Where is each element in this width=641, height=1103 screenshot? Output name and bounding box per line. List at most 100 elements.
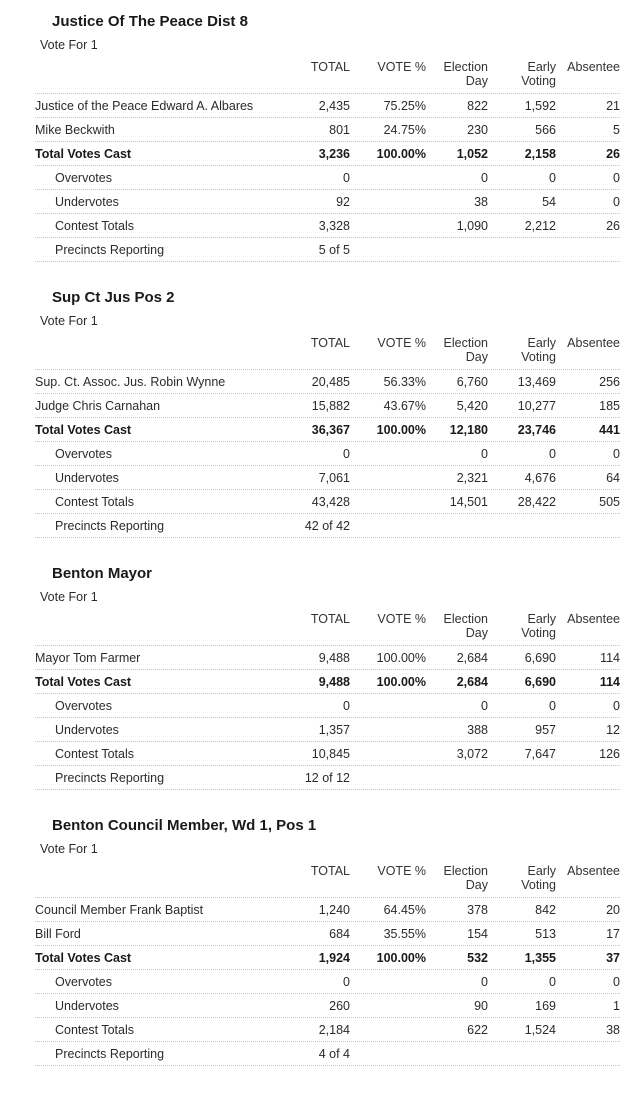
cell-early-voting: 957 <box>535 723 556 737</box>
cell-total: 36,367 <box>311 423 350 437</box>
vote-for-label: Vote For 1 <box>40 590 98 604</box>
cell-election-day: 0 <box>481 447 488 461</box>
cell-election-day: 532 <box>467 951 488 965</box>
table-rows: Justice of the Peace Edward A. Albares 2… <box>35 94 620 262</box>
contest-title: Benton Council Member, Wd 1, Pos 1 <box>52 817 317 834</box>
cell-absentee: 0 <box>613 975 620 989</box>
row-label: Mayor Tom Farmer <box>35 651 141 665</box>
column-header-election-day: Election Day <box>443 336 488 364</box>
table-row: Overvotes 0 0 0 0 <box>35 166 620 190</box>
cell-total: 0 <box>343 171 350 185</box>
column-header-early-voting: Early Voting <box>521 864 556 892</box>
cell-total: 3,328 <box>318 219 350 233</box>
cell-absentee: 26 <box>606 219 620 233</box>
cell-total: 1,240 <box>318 903 350 917</box>
cell-election-day: 1,090 <box>456 219 488 233</box>
cell-early-voting: 23,746 <box>517 423 556 437</box>
row-label: Precincts Reporting <box>55 1047 165 1061</box>
cell-vote-pct: 100.00% <box>376 951 426 965</box>
row-label: Overvotes <box>55 171 112 185</box>
table-rows: Sup. Ct. Assoc. Jus. Robin Wynne 20,485 … <box>35 370 620 538</box>
cell-total: 20,485 <box>311 375 350 389</box>
cell-election-day: 0 <box>481 699 488 713</box>
cell-early-voting: 54 <box>542 195 556 209</box>
cell-total: 9,488 <box>318 651 350 665</box>
cell-absentee: 12 <box>606 723 620 737</box>
cell-vote-pct: 35.55% <box>383 927 426 941</box>
contest-title: Sup Ct Jus Pos 2 <box>52 289 175 306</box>
cell-early-voting: 2,158 <box>524 147 556 161</box>
cell-total: 10,845 <box>311 747 350 761</box>
cell-election-day: 622 <box>467 1023 488 1037</box>
table-row: Total Votes Cast 36,367 100.00% 12,180 2… <box>35 418 620 442</box>
column-header-absentee: Absentee <box>567 864 620 878</box>
cell-total: 801 <box>329 123 350 137</box>
column-header-early-voting: Early Voting <box>521 336 556 364</box>
contest-list: Justice Of The Peace Dist 8 Vote For 1 T… <box>35 13 620 1066</box>
table-header-row: TOTAL VOTE % Election Day Early Voting Absen… <box>35 857 620 898</box>
cell-absentee: 5 <box>613 123 620 137</box>
table-row: Contest Totals 2,184 622 1,524 38 <box>35 1018 620 1042</box>
vote-for-label: Vote For 1 <box>40 842 98 856</box>
column-header-absentee: Absentee <box>567 612 620 626</box>
cell-election-day: 1,052 <box>456 147 488 161</box>
cell-election-day: 38 <box>474 195 488 209</box>
cell-election-day: 378 <box>467 903 488 917</box>
table-row: Sup. Ct. Assoc. Jus. Robin Wynne 20,485 … <box>35 370 620 394</box>
cell-total: 0 <box>343 699 350 713</box>
row-label: Undervotes <box>55 999 119 1013</box>
cell-vote-pct: 43.67% <box>383 399 426 413</box>
column-header-vote-pct: VOTE % <box>377 864 426 878</box>
cell-total: 1,357 <box>318 723 350 737</box>
cell-election-day: 12,180 <box>449 423 488 437</box>
cell-election-day: 6,760 <box>456 375 488 389</box>
cell-early-voting: 2,212 <box>524 219 556 233</box>
cell-early-voting: 0 <box>549 171 556 185</box>
cell-total: 2,184 <box>318 1023 350 1037</box>
cell-total: 0 <box>343 975 350 989</box>
cell-total: 0 <box>343 447 350 461</box>
cell-absentee: 126 <box>599 747 620 761</box>
cell-total: 15,882 <box>311 399 350 413</box>
table-row: Undervotes 260 90 169 1 <box>35 994 620 1018</box>
cell-early-voting: 0 <box>549 699 556 713</box>
column-header-election-day: Election Day <box>443 60 488 88</box>
cell-vote-pct: 64.45% <box>383 903 426 917</box>
cell-vote-pct: 100.00% <box>376 675 426 689</box>
cell-early-voting: 0 <box>549 975 556 989</box>
table-row: Undervotes 1,357 388 957 12 <box>35 718 620 742</box>
table-row: Justice of the Peace Edward A. Albares 2… <box>35 94 620 118</box>
cell-absentee: 441 <box>599 423 620 437</box>
cell-election-day: 2,321 <box>456 471 488 485</box>
cell-absentee: 505 <box>599 495 620 509</box>
column-header-absentee: Absentee <box>567 336 620 350</box>
row-label: Council Member Frank Baptist <box>35 903 204 917</box>
cell-election-day: 14,501 <box>449 495 488 509</box>
row-label: Contest Totals <box>55 495 134 509</box>
table-row: Undervotes 92 38 54 0 <box>35 190 620 214</box>
contest-section: Benton Council Member, Wd 1, Pos 1 Vote … <box>35 817 620 1066</box>
table-header-row: TOTAL VOTE % Election Day Early Voting Absen… <box>35 605 620 646</box>
row-label: Bill Ford <box>35 927 81 941</box>
cell-total: 2,435 <box>318 99 350 113</box>
row-label: Total Votes Cast <box>35 675 132 689</box>
cell-total: 42 of 42 <box>304 519 350 533</box>
column-header-early-voting: Early Voting <box>521 612 556 640</box>
contest-title: Benton Mayor <box>52 565 153 582</box>
column-header-total: TOTAL <box>310 336 350 350</box>
vote-for-label: Vote For 1 <box>40 314 98 328</box>
cell-election-day: 2,684 <box>456 675 488 689</box>
cell-vote-pct: 75.25% <box>383 99 426 113</box>
table-row: Total Votes Cast 1,924 100.00% 532 1,355… <box>35 946 620 970</box>
table-rows: Mayor Tom Farmer 9,488 100.00% 2,684 6,6… <box>35 646 620 790</box>
table-header-row: TOTAL VOTE % Election Day Early Voting Absen… <box>35 53 620 94</box>
cell-absentee: 21 <box>606 99 620 113</box>
table-row: Judge Chris Carnahan 15,882 43.67% 5,420… <box>35 394 620 418</box>
row-label: Total Votes Cast <box>35 423 132 437</box>
row-label: Mike Beckwith <box>35 123 115 137</box>
cell-absentee: 114 <box>600 651 620 665</box>
row-label: Precincts Reporting <box>55 771 165 785</box>
table-header-row: TOTAL VOTE % Election Day Early Voting Absen… <box>35 329 620 370</box>
cell-vote-pct: 100.00% <box>376 423 426 437</box>
